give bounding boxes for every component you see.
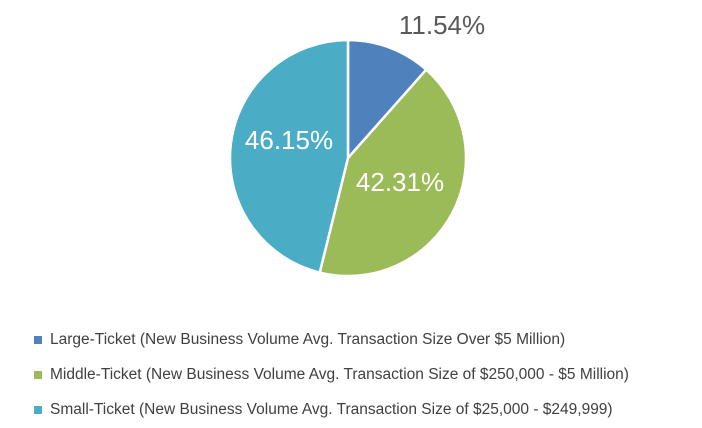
legend-item-middle-ticket: Middle-Ticket (New Business Volume Avg. … xyxy=(34,357,694,392)
legend-swatch-middle-ticket xyxy=(34,370,42,379)
legend-item-small-ticket: Small-Ticket (New Business Volume Avg. T… xyxy=(34,392,694,427)
pie-slice-large-ticket xyxy=(346,38,428,160)
data-label-middle-ticket: 42.31% xyxy=(356,167,444,197)
data-label-large-ticket: 11.54% xyxy=(399,10,485,40)
pie-slice-small-ticket xyxy=(228,38,350,274)
pie-slice-middle-ticket xyxy=(318,68,468,278)
legend-swatch-large-ticket xyxy=(34,335,42,344)
legend-label-middle-ticket: Middle-Ticket (New Business Volume Avg. … xyxy=(50,365,629,383)
legend-label-small-ticket: Small-Ticket (New Business Volume Avg. T… xyxy=(50,400,613,418)
legend: Large-Ticket (New Business Volume Avg. T… xyxy=(34,322,694,427)
legend-swatch-small-ticket xyxy=(34,405,42,414)
legend-item-large-ticket: Large-Ticket (New Business Volume Avg. T… xyxy=(34,322,694,357)
pie-svg: 11.54% 42.31% 46.15% xyxy=(228,10,485,278)
legend-label-large-ticket: Large-Ticket (New Business Volume Avg. T… xyxy=(50,330,566,348)
data-label-small-ticket: 46.15% xyxy=(245,125,333,155)
